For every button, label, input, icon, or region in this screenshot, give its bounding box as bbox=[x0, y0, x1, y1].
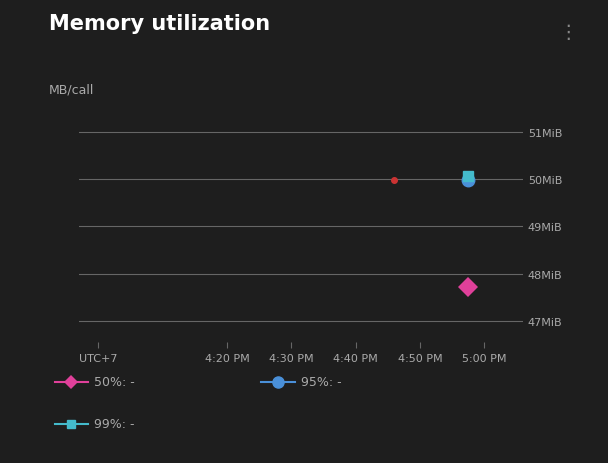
Text: 95%: -: 95%: - bbox=[301, 375, 342, 388]
Text: ⋮: ⋮ bbox=[559, 23, 578, 42]
Text: MB/call: MB/call bbox=[49, 83, 94, 96]
Text: 99%: -: 99%: - bbox=[94, 417, 135, 430]
Text: Memory utilization: Memory utilization bbox=[49, 14, 270, 34]
Text: 50%: -: 50%: - bbox=[94, 375, 135, 388]
